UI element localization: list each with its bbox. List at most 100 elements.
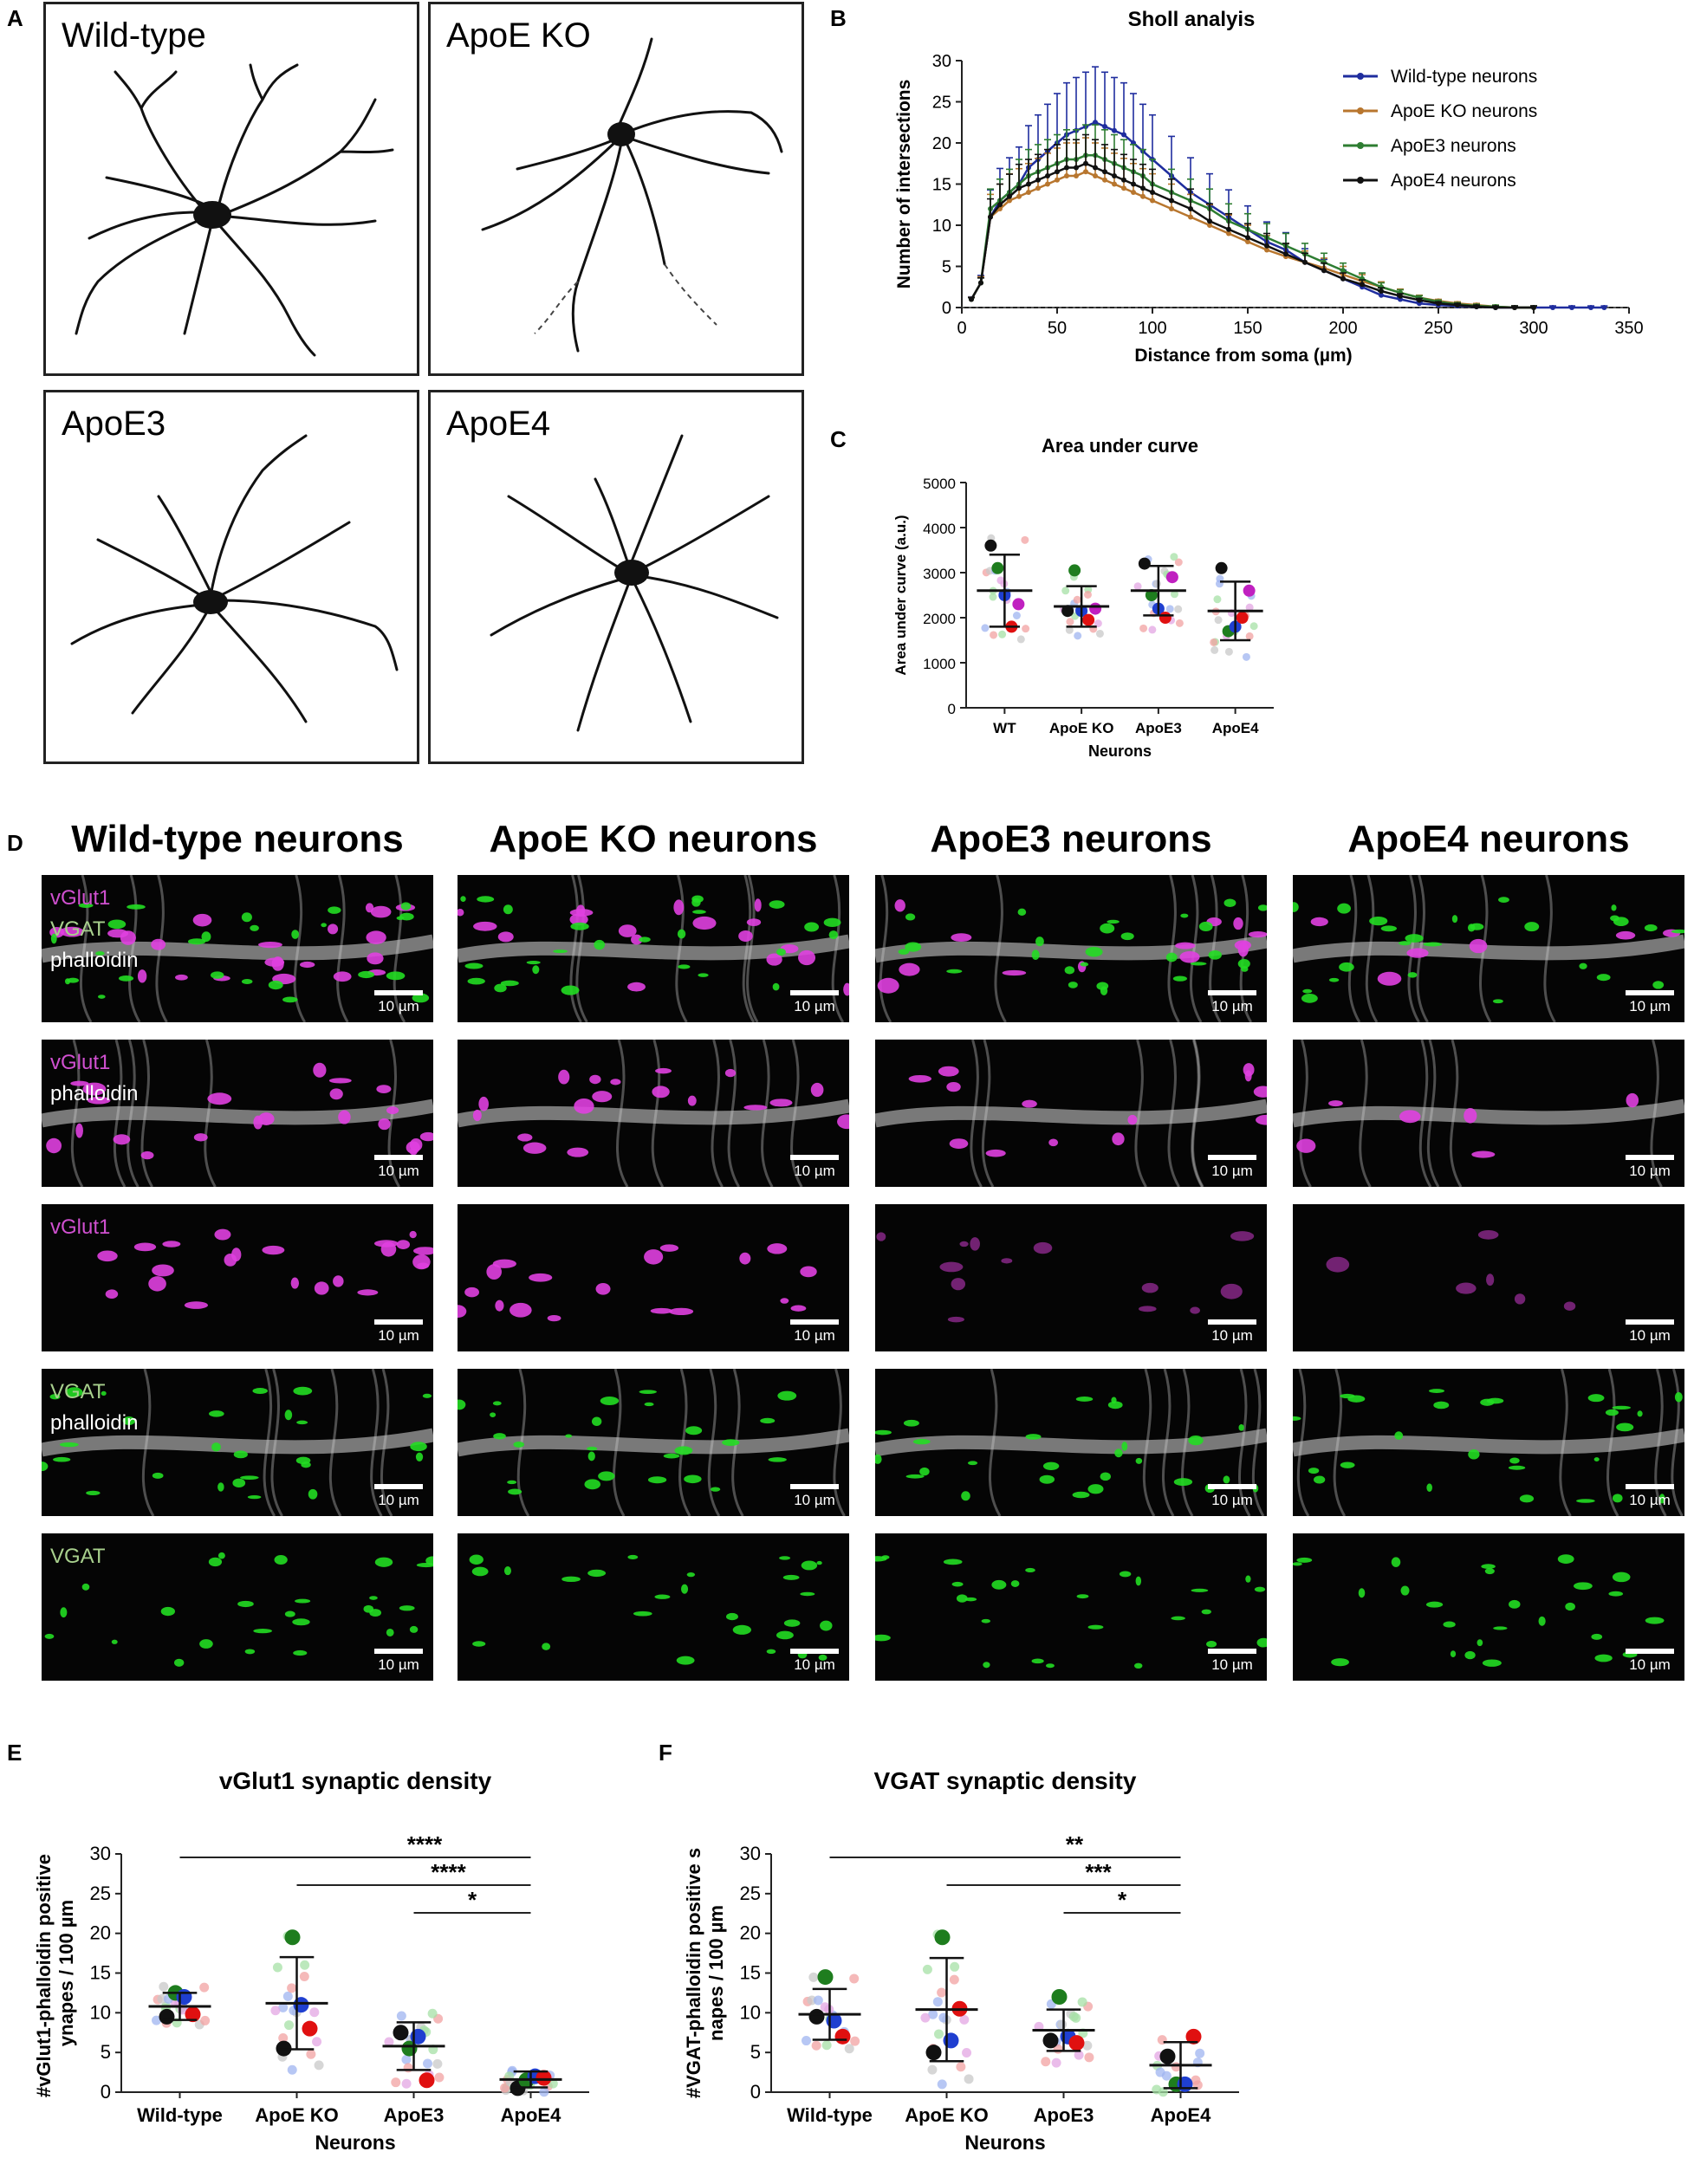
dendrite-branch bbox=[1359, 1040, 1372, 1187]
panel-letter-a: A bbox=[7, 5, 23, 31]
micrograph-render bbox=[97, 1228, 433, 1309]
vglut1-puncta bbox=[290, 1277, 300, 1289]
vglut1-puncta bbox=[949, 1138, 969, 1149]
experiment-mean-point bbox=[984, 539, 997, 552]
y-axis-label-line: Area under curve (a.u.) bbox=[892, 515, 909, 675]
vgat-puncta bbox=[1107, 1401, 1123, 1410]
dendrite-branch bbox=[727, 1040, 740, 1187]
vglut1-puncta bbox=[946, 1082, 961, 1092]
y-axis-label: #vGlut1-phalloidin positive ynapes / 100… bbox=[33, 1849, 77, 2097]
vgat-puncta bbox=[561, 985, 580, 995]
micrograph-image: 10 µm bbox=[875, 1369, 1267, 1516]
vgat-puncta bbox=[1331, 1658, 1349, 1667]
vglut1-puncta bbox=[148, 1276, 166, 1292]
vgat-puncta bbox=[500, 980, 519, 987]
vgat-puncta bbox=[1031, 949, 1040, 961]
vgat-puncta bbox=[1293, 1416, 1301, 1421]
data-point bbox=[1074, 165, 1079, 171]
vgat-puncta bbox=[291, 930, 300, 939]
vgat-puncta bbox=[1296, 1557, 1313, 1563]
vglut1-puncta bbox=[567, 1147, 589, 1157]
vgat-puncta bbox=[1172, 975, 1187, 982]
vgat-puncta bbox=[284, 1410, 293, 1421]
individual-point bbox=[1174, 605, 1183, 613]
vgat-puncta bbox=[674, 1446, 693, 1455]
vglut1-puncta bbox=[151, 938, 166, 950]
data-point bbox=[1379, 288, 1384, 294]
vglut1-puncta bbox=[1626, 1092, 1639, 1108]
vgat-puncta bbox=[1425, 1601, 1444, 1608]
vgat-puncta bbox=[292, 1618, 310, 1626]
individual-point bbox=[1171, 2062, 1181, 2072]
neuron-label: ApoE4 bbox=[446, 405, 551, 443]
y-axis-label: #VGAT-phalloidin positive snapes / 100 µ… bbox=[683, 1848, 727, 2098]
scale-bar-line bbox=[1208, 1484, 1256, 1489]
vgat-puncta bbox=[268, 980, 283, 990]
scale-bar: 10 µm bbox=[1626, 1319, 1674, 1345]
y-tick-label: 25 bbox=[932, 94, 951, 113]
y-tick-label: 3000 bbox=[923, 566, 956, 582]
dendrite-branch bbox=[293, 875, 307, 1022]
micrograph-render bbox=[469, 1554, 833, 1665]
y-tick-label: 5 bbox=[101, 2041, 111, 2063]
experiment-mean-point bbox=[1082, 613, 1095, 626]
vgat-puncta bbox=[513, 1442, 525, 1448]
data-point bbox=[1112, 127, 1117, 133]
dendrite bbox=[1293, 1098, 1684, 1128]
vgat-puncta bbox=[691, 898, 701, 907]
vglut1-puncta bbox=[472, 1109, 482, 1122]
dendrite bbox=[42, 934, 433, 963]
data-point bbox=[1340, 268, 1346, 274]
individual-point bbox=[539, 2087, 549, 2097]
vglut1-puncta bbox=[655, 1067, 672, 1074]
vgat-puncta bbox=[1206, 1640, 1217, 1648]
vgat-puncta bbox=[1644, 924, 1658, 932]
dendrite-branch bbox=[1650, 1040, 1663, 1187]
scale-bar-label: 10 µm bbox=[794, 1327, 835, 1344]
micrograph-image: 10 µm bbox=[458, 1533, 849, 1681]
vgat-puncta bbox=[1173, 1478, 1193, 1487]
individual-point bbox=[808, 1972, 819, 1982]
vglut1-puncta bbox=[780, 1298, 789, 1304]
channel-label-vglut1: vGlut1 bbox=[50, 1215, 111, 1239]
vglut1-puncta bbox=[743, 1105, 768, 1111]
individual-point bbox=[1148, 625, 1157, 634]
vglut1-puncta bbox=[314, 1281, 329, 1295]
individual-point bbox=[282, 1991, 293, 2001]
data-point bbox=[1074, 173, 1079, 178]
data-point bbox=[997, 202, 1003, 208]
series-line bbox=[970, 154, 1534, 309]
vgat-puncta bbox=[1188, 1435, 1204, 1446]
vgat-puncta bbox=[1025, 1434, 1042, 1440]
individual-point bbox=[199, 1982, 210, 1993]
vgat-puncta bbox=[1064, 966, 1075, 975]
vgat-puncta bbox=[308, 1488, 318, 1500]
vgat-puncta bbox=[122, 1416, 136, 1425]
vglut1-puncta bbox=[1486, 1273, 1495, 1286]
y-tick-label: 5000 bbox=[923, 476, 956, 492]
y-tick-label: 25 bbox=[90, 1883, 111, 1904]
vglut1-puncta bbox=[338, 1110, 351, 1124]
experiment-mean-point bbox=[1042, 2032, 1059, 2049]
scale-bar-label: 10 µm bbox=[378, 1656, 419, 1673]
vgat-puncta bbox=[1608, 1591, 1624, 1597]
dendrite bbox=[875, 1428, 1267, 1457]
vglut1-puncta bbox=[1563, 1301, 1576, 1311]
vgat-puncta bbox=[208, 1410, 224, 1417]
vglut1-puncta bbox=[790, 1305, 807, 1312]
vgat-puncta bbox=[943, 1559, 963, 1565]
data-point bbox=[1102, 169, 1107, 175]
vglut1-puncta bbox=[70, 1080, 89, 1086]
vgat-puncta bbox=[293, 1649, 308, 1656]
x-axis-label: Neurons bbox=[964, 2131, 1045, 2154]
vgat-puncta bbox=[386, 971, 406, 981]
vgat-puncta bbox=[1119, 1571, 1132, 1578]
vgat-puncta bbox=[1340, 1393, 1355, 1399]
dendrite-branch bbox=[1237, 1369, 1251, 1516]
individual-point bbox=[427, 2008, 438, 2019]
micrograph-render bbox=[876, 1231, 1255, 1323]
vglut1-puncta bbox=[1141, 1282, 1159, 1293]
vgat-puncta bbox=[983, 1662, 990, 1669]
experiment-mean-point bbox=[176, 1989, 192, 2005]
x-tick-label: Wild-type bbox=[787, 2104, 873, 2126]
